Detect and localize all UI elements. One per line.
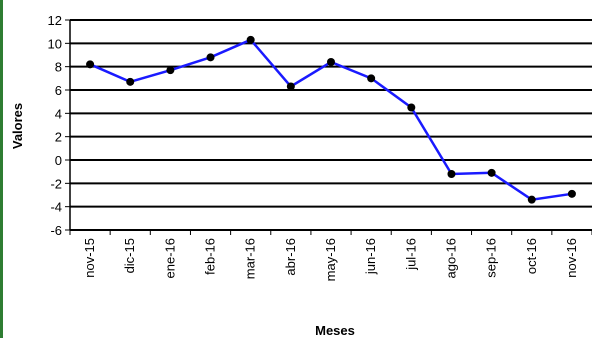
x-tick-label: abr-16 <box>283 238 298 276</box>
data-markers <box>86 35 576 204</box>
x-tick-label: oct-16 <box>524 238 539 274</box>
chart-frame-border <box>0 0 3 338</box>
x-tick-label: jun-16 <box>363 238 378 275</box>
y-tick-label: -4 <box>50 200 62 215</box>
data-point <box>447 170 456 178</box>
data-point <box>367 74 376 83</box>
x-tick-labels: nov-15 dic-15 ene-16 feb-16 mar-16 abr-16 may-… <box>82 238 579 281</box>
x-tick-label: mar-16 <box>243 238 258 279</box>
data-point <box>567 189 576 198</box>
data-point <box>126 77 135 86</box>
data-point <box>527 195 536 204</box>
data-point <box>86 60 95 69</box>
y-axis-title: Valores <box>10 103 25 149</box>
x-tick-label: may-16 <box>323 238 338 281</box>
data-point <box>166 66 175 75</box>
x-tick-label: feb-16 <box>203 238 218 275</box>
y-tick-label: 2 <box>55 130 62 145</box>
x-tick-label: ago-16 <box>443 238 458 278</box>
data-point <box>487 168 496 177</box>
data-point <box>286 82 295 91</box>
x-tick-label: sep-16 <box>484 238 499 278</box>
y-tick-label: 4 <box>55 106 62 121</box>
y-tick-label: 10 <box>48 36 62 51</box>
y-tick-label: -2 <box>50 176 62 191</box>
x-tick-label: dic-15 <box>122 238 137 273</box>
x-tick-label: nov-16 <box>564 238 579 278</box>
data-point <box>407 103 416 112</box>
y-tick-label: 8 <box>55 60 62 75</box>
data-point <box>246 35 255 44</box>
y-tick-label: 6 <box>55 83 62 98</box>
axes <box>69 20 592 235</box>
data-point <box>327 58 335 66</box>
y-tick-label: -6 <box>50 223 62 238</box>
y-tick-label: 12 <box>48 13 62 28</box>
data-point <box>206 53 215 62</box>
y-tick-labels: 12 10 8 6 4 2 0 -2 -4 -6 <box>48 13 62 238</box>
y-tick-label: 0 <box>55 153 62 168</box>
x-tick-label: ene-16 <box>162 238 177 278</box>
gridlines <box>65 19 592 231</box>
x-tick-label: jul-16 <box>403 238 418 271</box>
x-tick-label: nov-15 <box>82 238 97 278</box>
x-axis-title: Meses <box>315 323 355 338</box>
